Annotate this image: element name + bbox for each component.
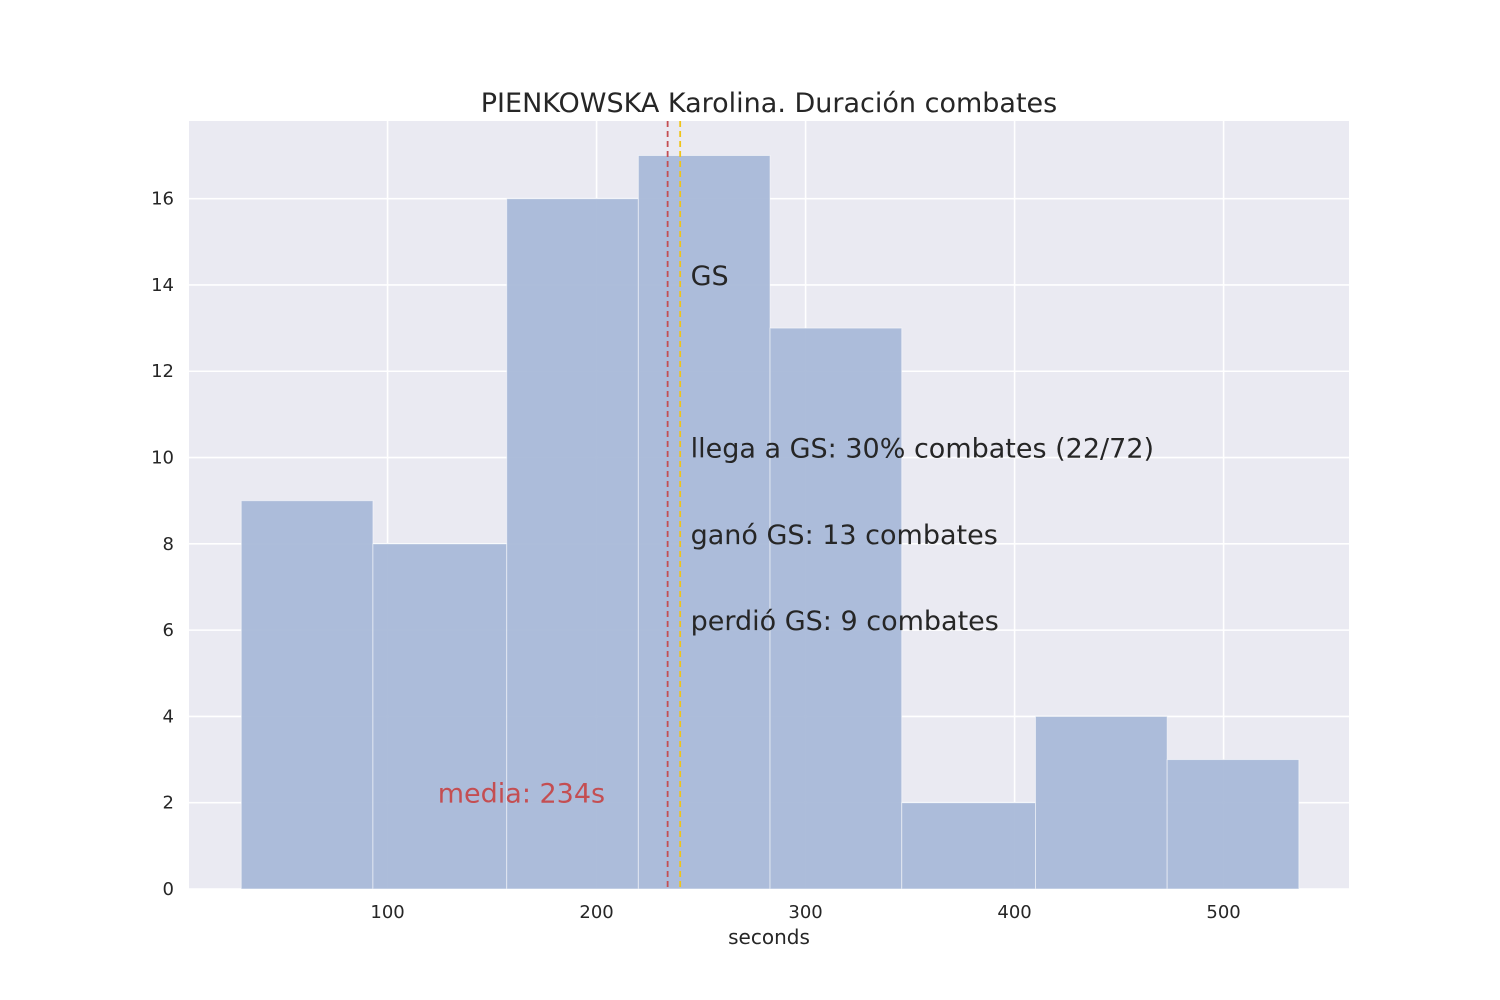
histogram-bar (372, 543, 508, 890)
gs-annotation: GS (691, 261, 729, 292)
y-tick-label: 16 (151, 189, 174, 210)
histogram-bar (506, 198, 639, 890)
y-tick-label: 12 (151, 361, 174, 382)
y-tick-label: 0 (163, 879, 174, 900)
reference-lines (666, 121, 682, 889)
y-tick-label: 4 (163, 706, 174, 727)
x-axis-label: seconds (728, 925, 810, 949)
histogram-bar (1166, 759, 1300, 890)
x-tick-label: 200 (579, 902, 613, 923)
y-tick-label: 10 (151, 448, 174, 469)
x-axis-ticks: 100 200 300 400 500 (370, 902, 1240, 923)
histogram-bar (901, 802, 1036, 890)
x-tick-label: 400 (997, 902, 1031, 923)
histogram-bar (769, 327, 903, 890)
y-tick-label: 14 (151, 275, 174, 296)
y-tick-label: 6 (163, 620, 174, 641)
gs-annotation: perdió GS: 9 combates (691, 606, 999, 637)
gs-annotation: llega a GS: 30% combates (22/72) (691, 434, 1154, 465)
bars (240, 155, 1300, 890)
y-axis-ticks: 0 2 4 6 8 10 12 14 16 (151, 189, 174, 900)
gs-annotation: ganó GS: 13 combates (691, 520, 998, 551)
mean-annotation: media: 234s (438, 779, 605, 810)
chart-title: PIENKOWSKA Karolina. Duración combates (481, 88, 1057, 119)
x-tick-label: 100 (370, 902, 404, 923)
histogram-bar (240, 500, 374, 890)
x-tick-label: 300 (788, 902, 822, 923)
x-tick-label: 500 (1206, 902, 1240, 923)
annotations: GS llega a GS: 30% combates (22/72) ganó G… (438, 261, 1154, 810)
y-tick-label: 8 (163, 534, 174, 555)
y-tick-label: 2 (163, 793, 174, 814)
histogram-bar (1034, 715, 1168, 890)
histogram-bar (637, 155, 771, 890)
